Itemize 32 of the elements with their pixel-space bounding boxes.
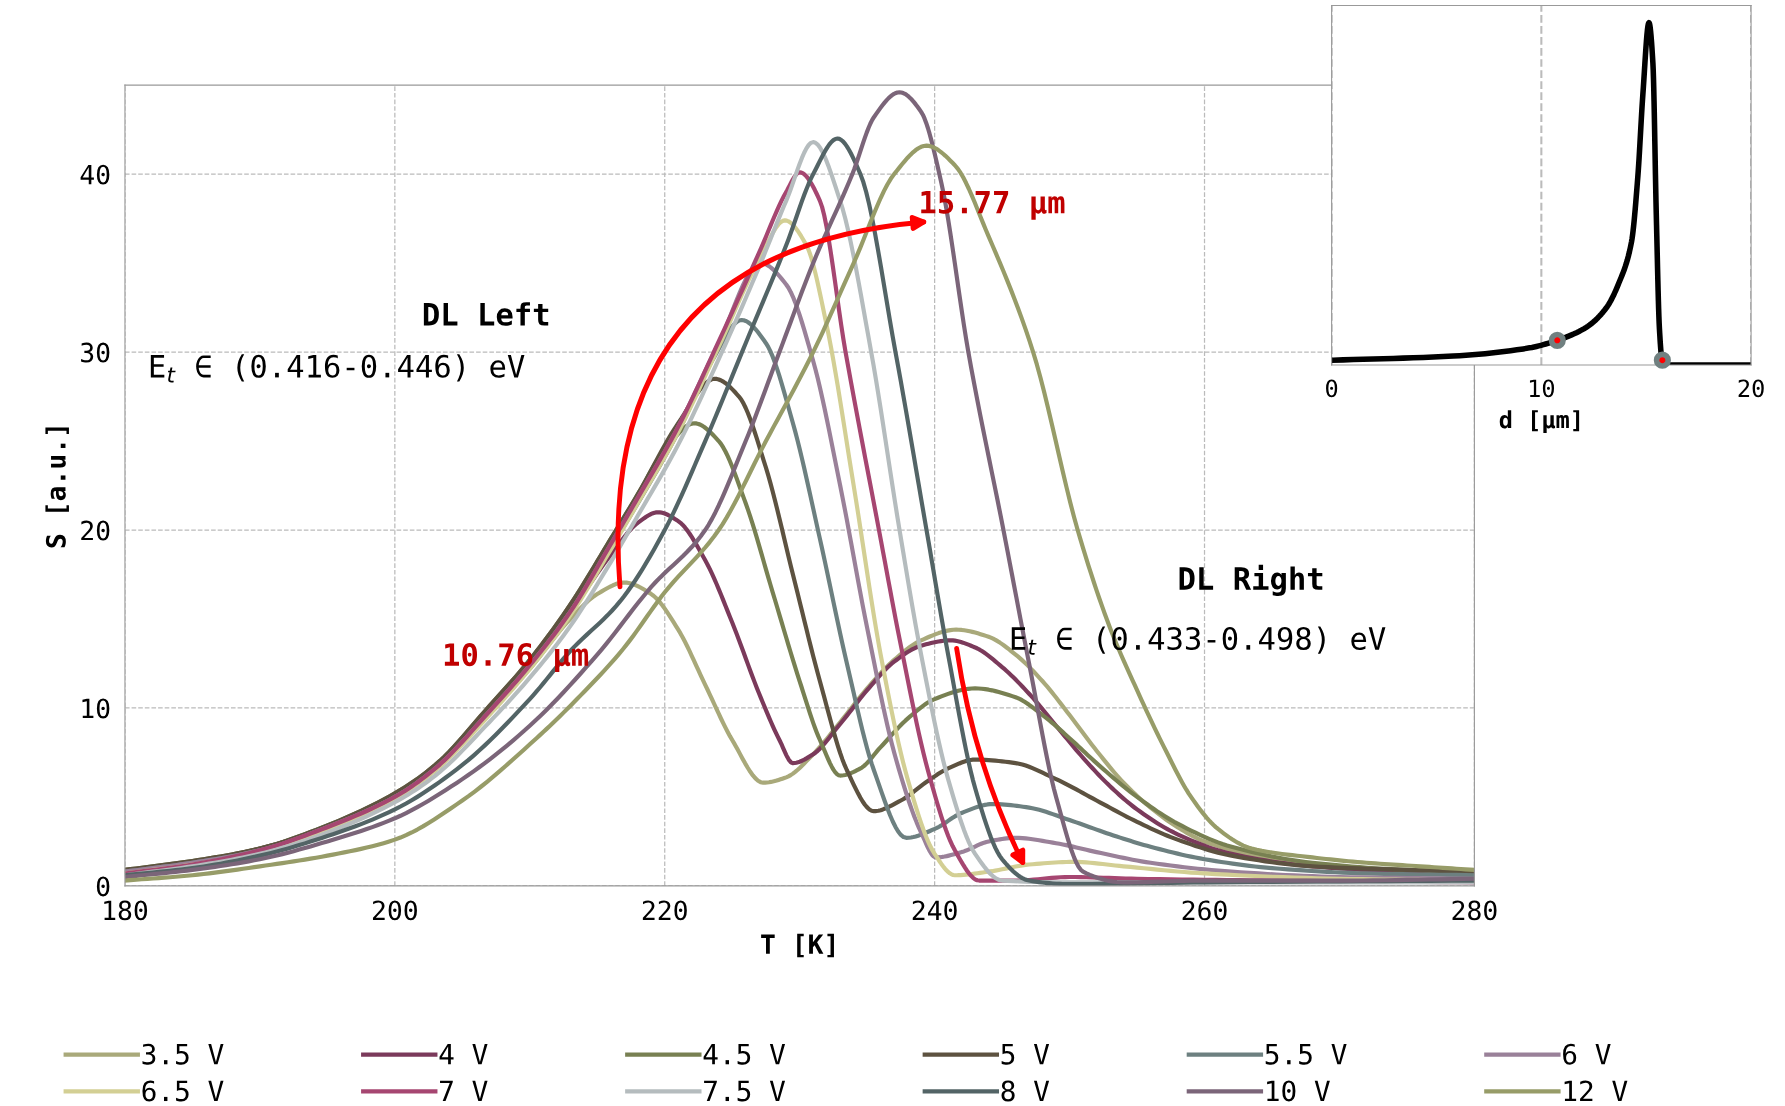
legend-label: 8 V <box>1001 1080 1050 1102</box>
y-tick-label: 30 <box>81 342 110 363</box>
x-tick-label: 10 <box>1529 379 1555 398</box>
x-tick-label: 180 <box>104 900 148 921</box>
y-tick-label: 0 <box>96 876 110 897</box>
legend-label: 6 V <box>1563 1043 1611 1065</box>
legend-label: 12 V <box>1564 1080 1628 1102</box>
x-axis-title: d [µm] <box>1499 410 1580 434</box>
legend-label: 4 V <box>439 1044 488 1065</box>
legend-label: 3.5 V <box>142 1043 224 1065</box>
y-tick-label: 20 <box>81 520 110 541</box>
x-tick-label: 0 <box>1326 379 1338 398</box>
annotation: DL Left <box>423 302 549 326</box>
y-tick-label: 40 <box>80 164 110 185</box>
x-tick-label: 220 <box>642 900 687 921</box>
legend-label: 10 V <box>1267 1080 1330 1102</box>
annotation: DL Right <box>1179 564 1323 596</box>
x-tick-label: 260 <box>1182 900 1227 921</box>
legend-label: 7.5 V <box>704 1080 786 1102</box>
legend-label: 5.5 V <box>1265 1044 1347 1065</box>
legend-label: 4.5 V <box>703 1044 786 1065</box>
y-tick-label: 10 <box>82 698 110 719</box>
x-tick-label: 240 <box>912 900 957 921</box>
x-axis-title: T [K] <box>761 933 834 958</box>
x-tick-label: 280 <box>1452 900 1497 921</box>
legend-label: 6.5 V <box>142 1080 224 1102</box>
y-axis-title: S [a.u.] <box>45 427 69 548</box>
x-tick-label: 200 <box>372 900 417 921</box>
legend-label: 7 V <box>440 1080 488 1102</box>
x-tick-label: 20 <box>1738 379 1764 398</box>
annotation: E$_{t}$ ∈ (0.416-0.446) eV <box>150 354 525 383</box>
legend-label: 5 V <box>1001 1044 1050 1065</box>
